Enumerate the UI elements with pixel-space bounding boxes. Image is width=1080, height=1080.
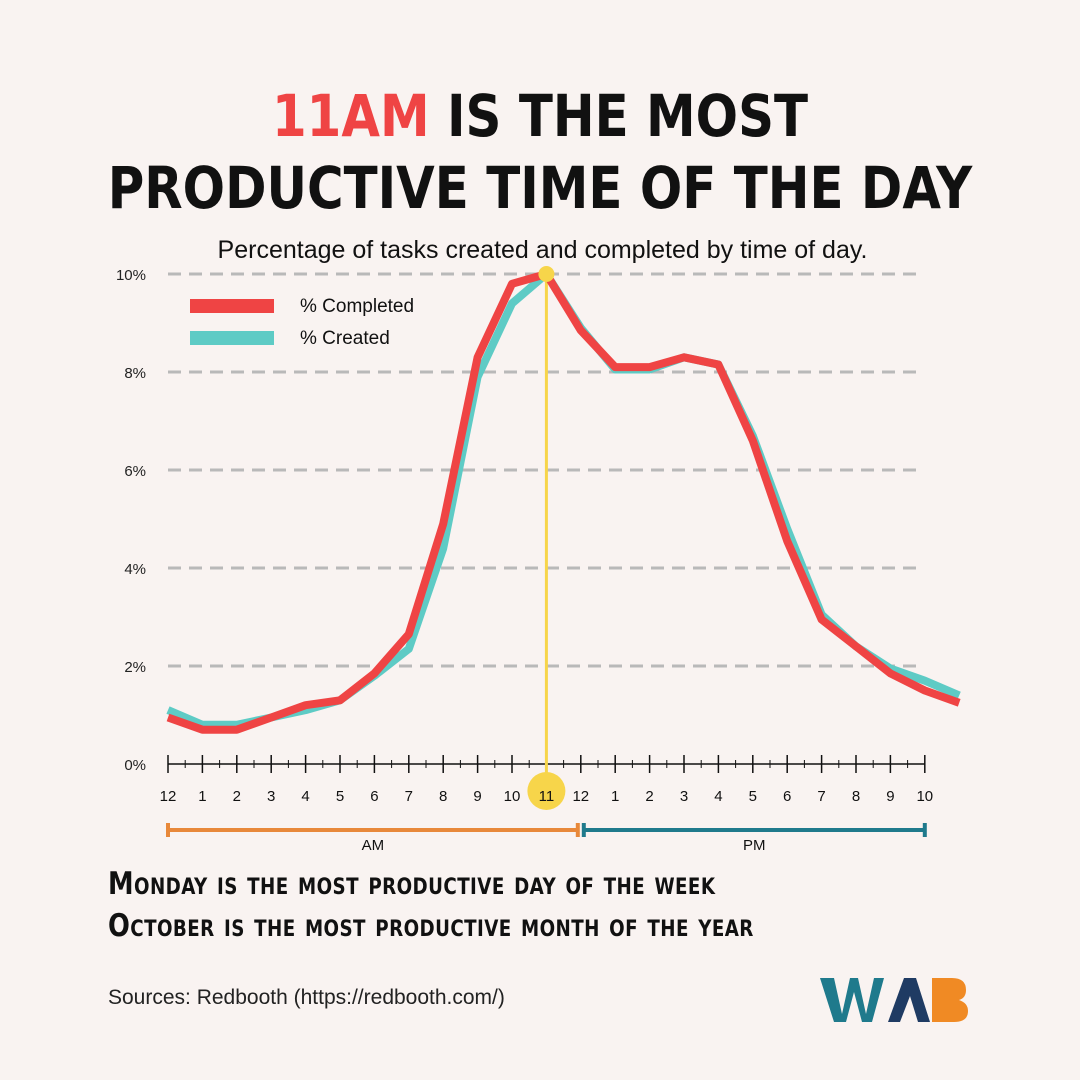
legend-label: % Created <box>300 328 390 349</box>
y-tick-label: 2% <box>124 659 146 676</box>
x-tick-label: 1 <box>611 788 619 805</box>
x-tick-label: 2 <box>645 788 653 805</box>
headline-line-2: PRODUCTIVE TIME OF THE DAY <box>107 154 973 222</box>
series-line-created <box>166 270 961 729</box>
y-tick-label: 8% <box>124 365 146 382</box>
x-tick-label: 10 <box>504 788 521 805</box>
x-tick-label: 11 <box>539 788 555 805</box>
headline-highlight: 11AM <box>271 82 430 150</box>
period-label: PM <box>743 837 766 854</box>
y-tick-label: 10% <box>116 267 146 284</box>
x-tick-label: 2 <box>233 788 241 805</box>
wab-logo <box>820 978 968 1022</box>
x-tick-label: 3 <box>680 788 688 805</box>
headline-line-1-rest: IS THE MOST <box>429 82 809 150</box>
x-tick-label: 8 <box>852 788 860 805</box>
fact-october: October is the most productive month of … <box>108 908 754 944</box>
y-tick-label: 4% <box>124 561 146 578</box>
x-tick-label: 7 <box>405 788 413 805</box>
x-tick-label: 5 <box>336 788 344 805</box>
series-line-completed <box>166 270 961 734</box>
chart-subtitle: Percentage of tasks created and complete… <box>217 236 868 264</box>
x-tick-label: 6 <box>783 788 791 805</box>
x-tick-label: 4 <box>301 788 309 805</box>
fact-monday: Monday is the most productive day of the… <box>108 866 716 902</box>
highlight-hour-circle <box>527 772 566 810</box>
productivity-line-chart: 0%2%4%6%8%10%12 1 2 3 4 5 6 7 8 9 10 11 12 1 2 3 4 5 6 7 8 9 1… <box>116 266 961 854</box>
x-tick-label: 9 <box>473 788 481 805</box>
x-tick-label: 12 <box>160 788 177 805</box>
x-tick-label: 6 <box>370 788 378 805</box>
legend-swatch <box>190 299 274 313</box>
x-tick-label: 1 <box>198 788 206 805</box>
headline-line-1: 11AM IS THE MOST <box>76 78 1005 154</box>
x-tick-label: 12 <box>572 788 589 805</box>
x-tick-label: 7 <box>817 788 825 805</box>
y-tick-label: 6% <box>124 463 146 480</box>
legend-label: % Completed <box>300 296 414 317</box>
peak-marker <box>538 266 555 282</box>
x-tick-label: 9 <box>886 788 894 805</box>
x-tick-label: 3 <box>267 788 275 805</box>
x-tick-label: 4 <box>714 788 722 805</box>
period-label: AM <box>362 837 385 854</box>
x-tick-label: 8 <box>439 788 447 805</box>
sources-note: Sources: Redbooth (https://redbooth.com/… <box>108 986 505 1009</box>
x-tick-label: 5 <box>749 788 757 805</box>
y-tick-label: 0% <box>124 757 146 774</box>
x-tick-label: 10 <box>916 788 933 805</box>
legend-swatch <box>190 331 274 345</box>
